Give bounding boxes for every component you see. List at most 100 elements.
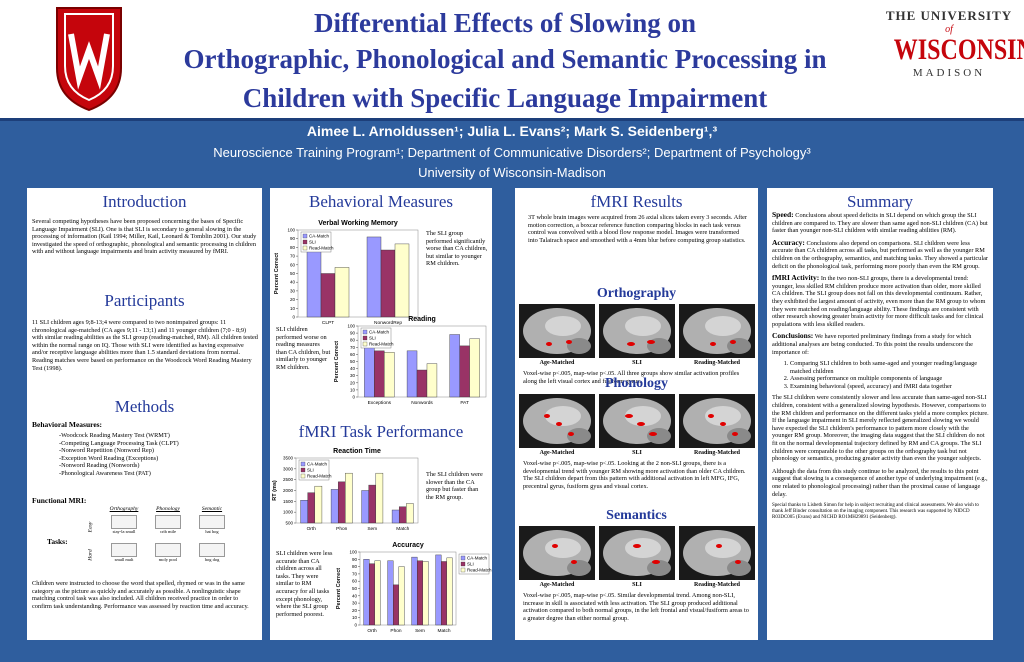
task-picture [199,543,225,557]
summary-text: Speed: Conclusions about speed deficits … [772,211,989,521]
text: Several competing hypotheses have been p… [32,218,257,256]
legend-swatch [460,561,466,567]
task-words: hog dog [204,557,220,562]
activation [708,414,714,418]
legend-swatch [460,555,466,561]
bar [446,557,453,626]
x-tick-label: Sem [367,526,377,532]
y-tick-label: 50 [350,359,356,364]
x-tick-label: Nonwords [411,400,433,406]
x-tick-label: NonwordRep [374,320,402,326]
legend-label: SLI [467,562,474,567]
chart-title: Verbal Working Memory [318,220,398,227]
paragraph: The SLI children were consistently slowe… [772,394,989,463]
bar [422,561,429,626]
activation [571,560,577,564]
list-item: -Nonword Reading (Nonwords) [59,462,140,470]
bar [345,472,353,524]
y-tick-label: 0 [354,623,357,628]
activation [552,544,558,548]
activation [649,432,657,436]
task-column: Semantic [201,506,223,512]
list: Comparing SLI children to both same-aged… [772,360,989,390]
text: Voxel-wise p<.005, map-wise p<.05. All t… [523,370,740,385]
subheading: Orthography [596,286,677,301]
legend-label: Read-Match [307,474,332,479]
bar [449,334,460,398]
x-tick-label: Sem [415,628,425,634]
y-tick-label: 50 [352,586,358,591]
legend-label: Read-Match [467,568,492,573]
paragraph: Accuracy: Conclusions also depend on com… [772,238,989,270]
bar [307,492,316,524]
title-line: Children with Specific Language Impairme… [242,83,768,113]
legend-label: CA-Match [309,234,330,239]
activation [720,422,726,426]
legend-box [300,231,332,253]
chart: Accuracy Percent Correct 0 10 20 30 40 50 60 70 80… [336,542,492,634]
bar [374,560,381,626]
header: Differential Effects of Slowing on Ortho… [0,0,1024,118]
bar [363,559,370,626]
activation [625,414,633,418]
column: Summary Speed: Conclusions about speed d… [767,188,993,640]
y-tick-label: 100 [347,324,355,329]
chart: Verbal Working Memory Percent Correct 0 10 2… [274,220,419,326]
y-tick-label: 30 [352,601,358,606]
authors: Aimee L. Arnoldussen¹; Julia L. Evans²; … [306,123,718,139]
group-label: Reading-Matched [694,582,740,588]
y-tick-label: 40 [290,280,296,285]
legend-swatch [460,567,466,573]
bar [361,490,369,524]
legend-swatch [302,233,308,239]
y-tick-label: 90 [352,557,358,562]
task-words: small malt [114,557,134,562]
legend-swatch [302,239,308,245]
legend-swatch [362,335,368,341]
legend-label: CA-Match [467,556,488,561]
brain-detail [705,538,741,558]
x-tick-label: Orth [307,526,317,532]
legend-label: CA-Match [369,330,390,335]
bar [394,243,410,318]
cerebellum [727,560,751,576]
brain-detail [545,316,581,336]
x-tick-label: CLPT [322,320,334,326]
y-tick-label: 60 [350,352,356,357]
bar [398,506,407,524]
brain-detail [625,316,661,336]
y-tick-label: 40 [352,593,358,598]
divider [0,118,1024,121]
text: In the two non-SLI groups, there is a de… [772,275,986,328]
bar [416,560,423,626]
task-words: stay-la small [112,529,136,534]
heading: Introduction [102,192,187,211]
task-row: Hard [87,549,94,561]
paragraph: Although the data from this study contin… [772,467,988,498]
cerebellum [647,560,671,576]
chart-title: Accuracy [392,542,424,549]
cerebellum [727,428,751,444]
lead: Conclusions: [772,331,814,341]
y-tick-label: 90 [350,331,356,336]
y-tick-label: 30 [350,373,356,378]
legend-box [458,553,490,575]
group-label: Age-Matched [539,450,575,456]
bar [320,273,336,318]
heading: Behavioral Measures [309,192,453,211]
brain-images [519,526,755,580]
brain-images [519,304,755,358]
heading: Summary [846,192,914,211]
text: We have reported preliminary findings fr… [772,333,973,356]
x-tick-label: PAT [460,400,469,406]
task-picture [111,543,137,557]
chart-note: The SLI children were slower than the CA… [426,471,483,501]
legend-swatch [300,467,306,473]
x-tick-label: Phon [336,526,348,532]
paragraph: Speed: Conclusions about speed deficits … [772,211,989,235]
y-tick-label: 60 [352,579,358,584]
y-axis-label: Percent Correct [336,568,342,609]
logo-text: WISCONSIN [893,33,1024,66]
bar [435,554,442,626]
